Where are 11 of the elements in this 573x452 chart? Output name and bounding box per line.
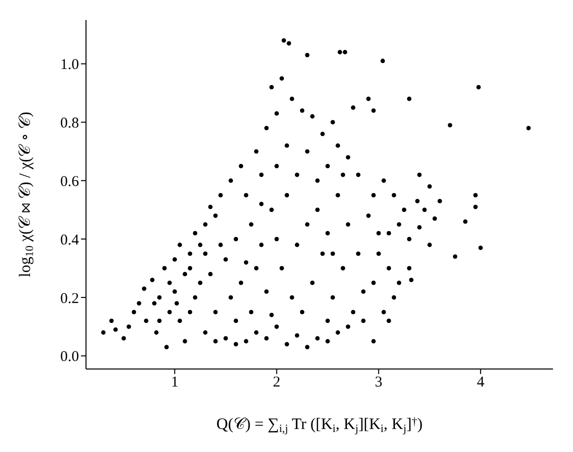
text: Q(𝒞) = ∑$_{i,j}$ Tr ([K$_{i}$, K$_{j}$][K$_{i}$, K$_{j}$]$^{†}$) bbox=[216, 416, 423, 435]
x-tick-label: 2 bbox=[272, 374, 280, 391]
y-tick-label: 0.4 bbox=[60, 232, 80, 248]
x-tick-label: 3 bbox=[374, 374, 382, 391]
y-tick-label: 1.0 bbox=[60, 57, 79, 74]
x-tick-label: 4 bbox=[476, 374, 485, 391]
y-tick-label: 0.8 bbox=[60, 116, 79, 132]
y-tick-label: 0.2 bbox=[60, 290, 79, 307]
x-tick-label: 1 bbox=[170, 374, 178, 391]
y-tick-label: 0.6 bbox=[60, 174, 80, 190]
y-tick-label: 0.0 bbox=[60, 349, 79, 366]
